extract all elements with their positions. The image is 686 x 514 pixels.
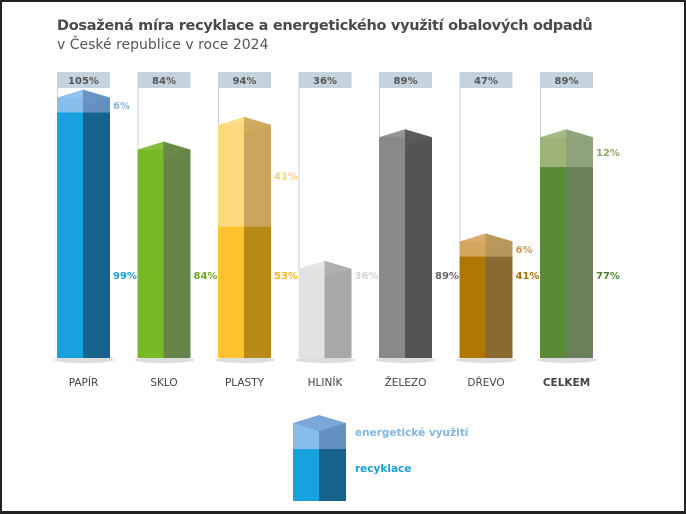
recycle-bar-side (405, 137, 432, 358)
recycle-bar-side (244, 226, 271, 358)
energy-value-label: 12% (596, 148, 620, 159)
total-box (137, 72, 191, 88)
total-box (218, 72, 271, 88)
total-label: 84% (152, 76, 176, 87)
recycle-bar-top-cap-side (324, 260, 352, 277)
bar-shadow (376, 357, 436, 363)
energy-bar-top-cap-side (566, 129, 593, 146)
category-label: PLASTY (225, 377, 265, 389)
total-label: 89% (555, 76, 579, 87)
recycle-value-label: 84% (194, 271, 218, 282)
energy-bar-front (218, 124, 244, 227)
recycle-bar-front (298, 268, 325, 358)
total-box (298, 72, 352, 88)
total-box (540, 72, 593, 88)
recycle-bar-top-cap-side (163, 141, 191, 158)
recycle-bar-front (540, 167, 566, 358)
recycle-bar-side (566, 167, 593, 358)
legend-recycle-label: recyklace (355, 463, 412, 475)
bar-shadow (537, 357, 597, 363)
energy-bar-top-cap-side (83, 89, 110, 106)
bar-shadow (456, 357, 517, 363)
total-box (57, 72, 110, 88)
recycle-bar-front (379, 137, 405, 358)
recycle-bar-side (485, 256, 513, 358)
recycle-bar-side (324, 268, 352, 358)
total-box (459, 72, 513, 88)
recycle-bar-front (57, 112, 83, 358)
bar-shadow (215, 357, 275, 363)
energy-bar-top-cap-side (485, 233, 513, 250)
recycle-bar-side (83, 112, 110, 358)
category-label: SKLO (150, 377, 177, 389)
energy-value-label: 6% (516, 245, 533, 256)
recycle-bar-front (459, 256, 486, 358)
total-label: 89% (394, 76, 418, 87)
total-label: 94% (233, 76, 257, 87)
recycle-value-label: 41% (516, 271, 540, 282)
category-label: ŽELEZO (385, 376, 427, 389)
energy-value-label: 6% (113, 101, 130, 112)
recycle-value-label: 53% (274, 271, 298, 282)
total-label: 36% (313, 76, 337, 87)
energy-value-label: 41% (274, 172, 298, 183)
legend-recycle-front (293, 449, 319, 501)
recycle-bar-front (218, 226, 244, 358)
legend-energy-label: energetické využití (355, 427, 469, 439)
recycle-value-label: 36% (355, 271, 379, 282)
bar-shadow (134, 357, 195, 363)
chart-subtitle: v České republice v roce 2024 (57, 37, 269, 53)
category-label: HLINÍK (308, 376, 344, 389)
category-label: PAPÍR (69, 376, 99, 389)
recycle-value-label: 77% (596, 271, 620, 282)
legend-top-cap (293, 415, 346, 431)
recycle-value-label: 99% (113, 271, 137, 282)
total-box (379, 72, 432, 88)
energy-bar-top-cap-side (244, 116, 271, 133)
recycle-bar-front (137, 149, 164, 358)
recycle-value-label: 89% (435, 271, 459, 282)
category-label: DŘEVO (467, 376, 504, 389)
legend-recycle-side (319, 449, 346, 501)
bar-shadow (295, 357, 356, 363)
energy-bar-side (244, 124, 271, 227)
bar-shadow (54, 357, 114, 363)
recycle-bar-side (163, 149, 191, 358)
recycle-bar-top-cap-side (405, 129, 432, 146)
total-label: 105% (68, 76, 99, 87)
category-label: CELKEM (543, 377, 590, 389)
chart-title: Dosažená míra recyklace a energetického … (57, 18, 593, 34)
total-label: 47% (474, 76, 498, 87)
